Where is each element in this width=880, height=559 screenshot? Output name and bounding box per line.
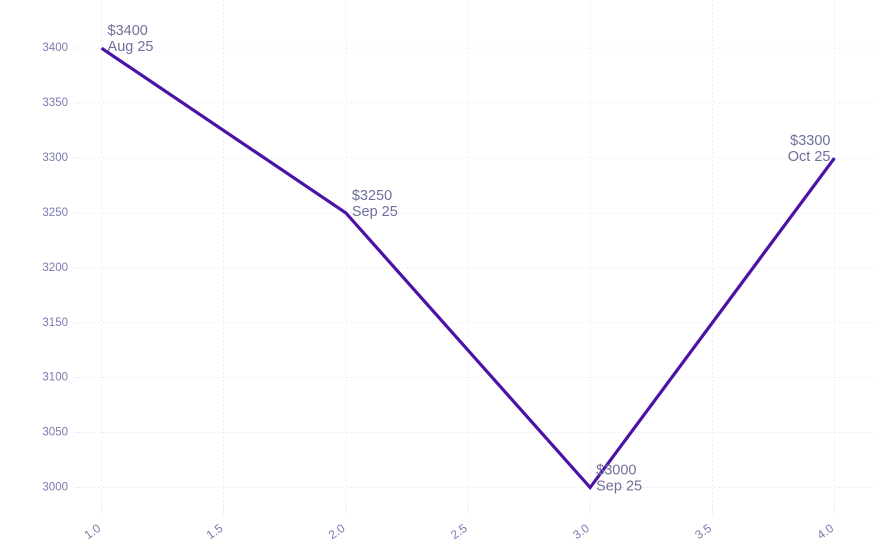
y-tick-label: 3050: [42, 427, 68, 439]
y-tick-label: 3200: [42, 262, 68, 274]
series-lines: [100, 46, 836, 491]
point-label-value: $3000: [596, 463, 636, 479]
point-label-value: $3400: [108, 23, 148, 39]
y-axis-tick-labels: 3000 3050 3100 3150 3200 3250 3300 3350 3400: [42, 42, 68, 493]
y-tick-label: 3300: [42, 152, 68, 164]
series-line: [100, 46, 836, 491]
y-tick-label: 3350: [42, 97, 68, 109]
y-tick-label: 3100: [42, 372, 68, 384]
axis-ticks: [74, 47, 835, 512]
point-label-date: Oct 25: [788, 149, 831, 165]
y-tick-label: 3000: [42, 482, 68, 494]
y-tick-label: 3150: [42, 317, 68, 329]
y-tick-label: 3250: [42, 207, 68, 219]
point-label-date: Sep 25: [352, 204, 398, 220]
point-label-date: Sep 25: [596, 479, 642, 495]
gridlines: [74, 0, 878, 514]
point-label-value: $3250: [352, 188, 392, 204]
y-tick-label: 3400: [42, 42, 68, 54]
point-label-value: $3300: [790, 133, 830, 149]
point-label-date: Aug 25: [108, 39, 154, 55]
